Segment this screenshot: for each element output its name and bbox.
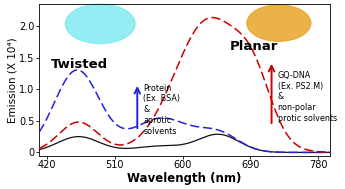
X-axis label: Wavelength (nm): Wavelength (nm)	[127, 172, 242, 185]
Text: Protein
(Ex. BSA)
&
aprotic
solvents: Protein (Ex. BSA) & aprotic solvents	[143, 84, 180, 136]
Ellipse shape	[247, 5, 311, 41]
Y-axis label: Emission (X 10⁴): Emission (X 10⁴)	[8, 37, 18, 123]
Text: Twisted: Twisted	[51, 58, 108, 71]
Text: Planar: Planar	[229, 40, 278, 53]
Ellipse shape	[65, 4, 135, 43]
Text: GQ-DNA
(Ex. PS2.M)
&
non-polar
protic solvents: GQ-DNA (Ex. PS2.M) & non-polar protic so…	[278, 71, 337, 123]
